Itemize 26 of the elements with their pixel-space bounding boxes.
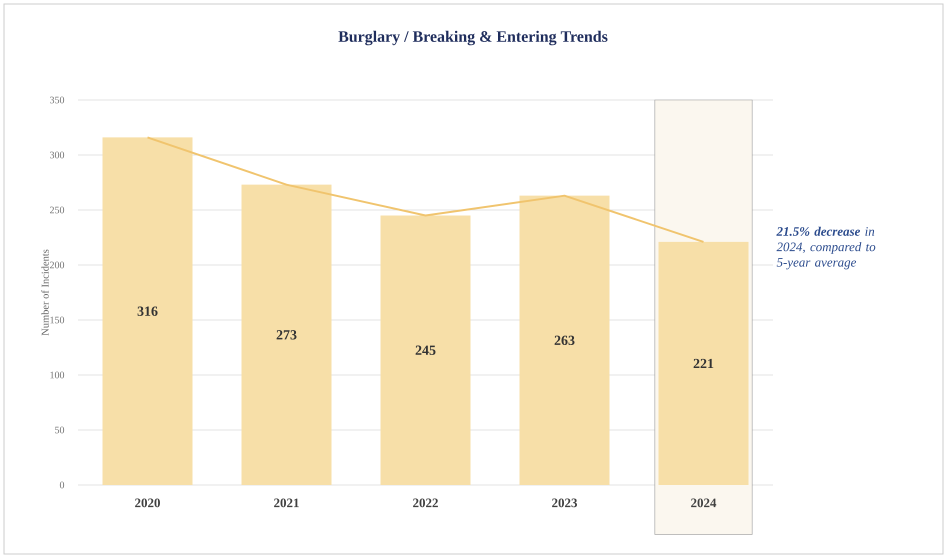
y-tick-label: 250 xyxy=(50,206,64,214)
y-tick-label: 50 xyxy=(55,426,64,434)
y-tick-label: 200 xyxy=(50,262,64,268)
chart-title: Burglary / Breaking & Entering Trends xyxy=(338,30,608,46)
y-axis-title: Number of Incidents xyxy=(41,250,49,336)
text: 21.5% decrease in 2024, compared to 5-year average xyxy=(776,226,876,270)
data-label: 316 xyxy=(138,306,158,316)
bar xyxy=(102,137,193,485)
data-label: 263 xyxy=(554,336,574,346)
x-tick-label: 2023 xyxy=(552,498,578,508)
x-tick-label: 2024 xyxy=(691,498,716,508)
y-tick-label: 100 xyxy=(50,372,64,378)
x-tick-label: 2022 xyxy=(413,498,438,508)
bar xyxy=(520,196,610,485)
bar xyxy=(380,215,471,485)
y-tick-label: 350 xyxy=(50,96,64,104)
y-tick-label: 0 xyxy=(60,482,64,488)
y-tick-label: 300 xyxy=(50,152,64,158)
y-tick-label: 150 xyxy=(50,316,64,324)
data-label: 273 xyxy=(276,330,296,340)
bar xyxy=(242,184,332,485)
line-series xyxy=(146,136,705,243)
data-label: 245 xyxy=(416,346,436,355)
data-label: 221 xyxy=(694,358,714,368)
x-tick-label: 2020 xyxy=(135,498,160,508)
x-tick-label: 2021 xyxy=(274,498,299,508)
